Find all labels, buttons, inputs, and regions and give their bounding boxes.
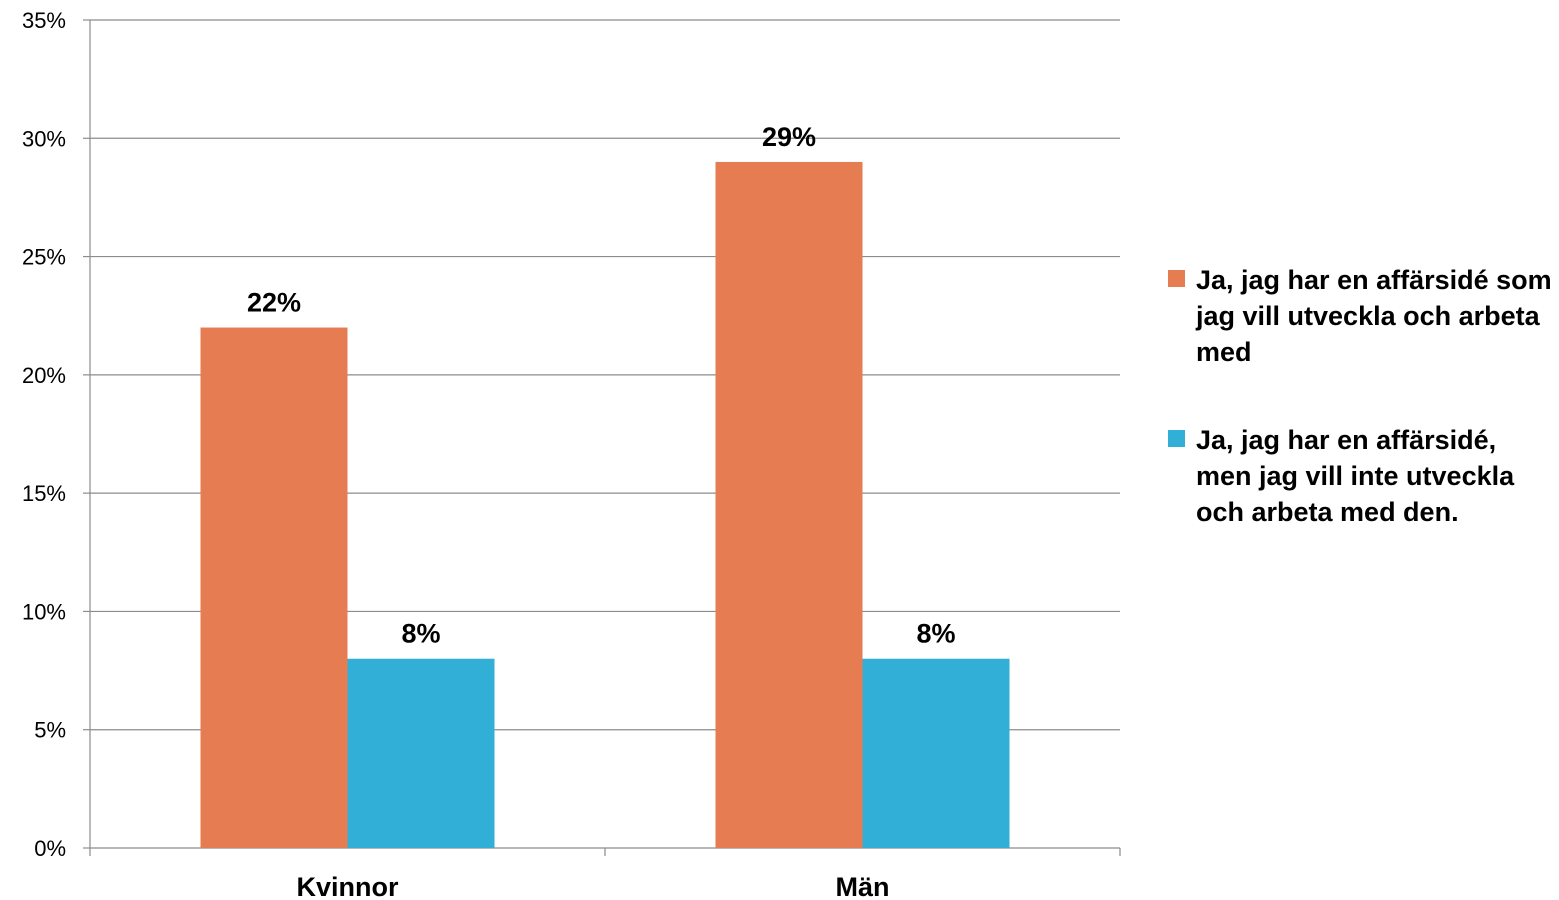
legend-label-series-2: Ja, jag har en affärsidé, men jag vill i… (1196, 425, 1515, 527)
bar-kvinnor-series-2 (347, 658, 495, 848)
y-tick-label-4: 20% (22, 363, 66, 388)
legend-item-series-1: Ja, jag har en affärsidé som jag vill ut… (1168, 262, 1553, 370)
legend-label-series-1: Ja, jag har en affärsidé som jag vill ut… (1196, 265, 1552, 367)
data-label-kvinnor-series-1: 22% (247, 288, 301, 318)
bar-män-series-1 (715, 161, 863, 848)
bar-kvinnor-series-1 (200, 327, 348, 848)
legend-item-series-2: Ja, jag har en affärsidé, men jag vill i… (1168, 422, 1553, 530)
y-tick-label-2: 10% (22, 599, 66, 624)
x-category-label-2: Män (836, 872, 890, 900)
y-tick-label-0: 0% (34, 836, 66, 861)
y-tick-label-7: 35% (22, 8, 66, 33)
y-tick-label-6: 30% (22, 126, 66, 151)
y-tick-label-1: 5% (34, 718, 66, 743)
legend-swatch-series-1 (1168, 270, 1185, 287)
y-tick-label-3: 15% (22, 481, 66, 506)
data-label-män-series-2: 8% (916, 619, 955, 649)
data-label-män-series-1: 29% (762, 122, 816, 152)
data-label-kvinnor-series-2: 8% (401, 619, 440, 649)
y-tick-label-5: 25% (22, 245, 66, 270)
legend-swatch-series-2 (1168, 430, 1185, 447)
bar-män-series-2 (862, 658, 1010, 848)
legend: Ja, jag har en affärsidé som jag vill ut… (1168, 262, 1553, 530)
x-category-label-1: Kvinnor (296, 872, 398, 900)
